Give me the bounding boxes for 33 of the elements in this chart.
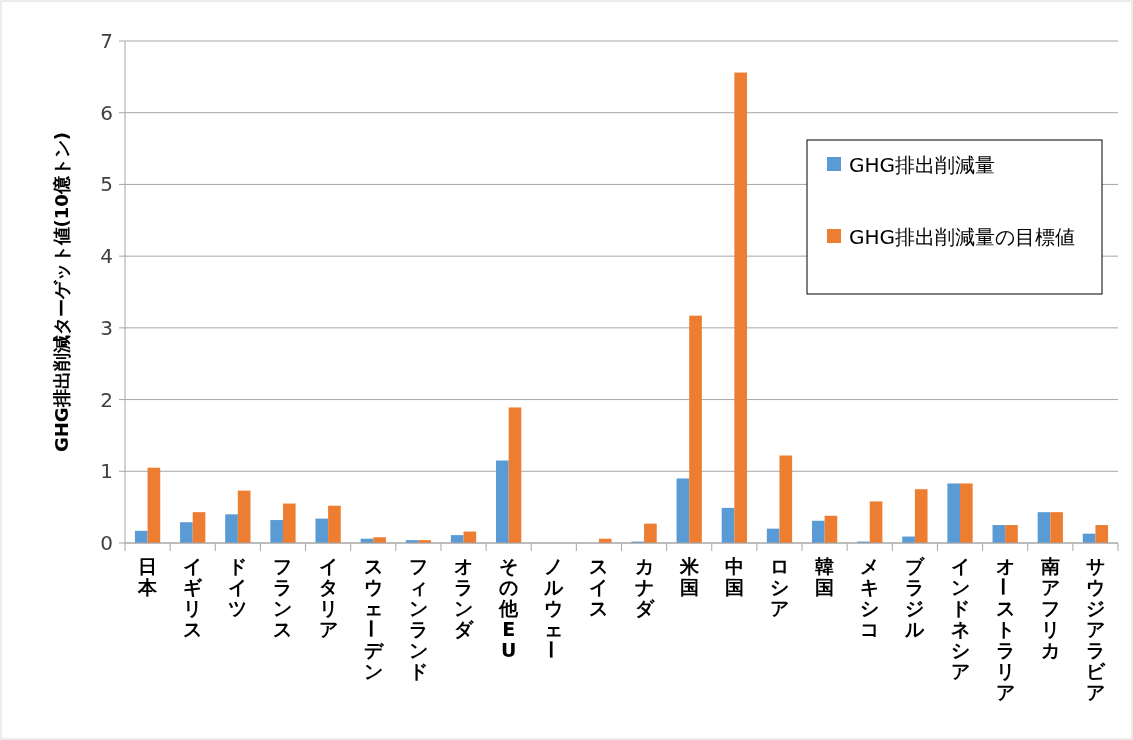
x-tick-label: ドイツ xyxy=(228,555,248,619)
x-tick-label: カナダ xyxy=(634,555,655,619)
x-tick-label: スイス xyxy=(589,555,609,619)
x-tick-label: 日本 xyxy=(137,555,159,598)
x-tick-label: フランス xyxy=(273,555,293,640)
y-tick-label: 3 xyxy=(100,315,113,340)
x-tick-label: ブラジル xyxy=(904,555,926,640)
x-tick-label: 中国 xyxy=(724,555,744,598)
y-tick-label: 5 xyxy=(100,172,113,197)
y-tick-label: 1 xyxy=(100,459,113,484)
y-tick-label: 6 xyxy=(100,100,113,125)
x-tick-label: ノルウェー xyxy=(540,555,565,659)
legend-label: GHG排出削減量 xyxy=(849,153,996,177)
x-tick-label: 韓国 xyxy=(815,555,835,598)
x-tick-label: 南アフリカ xyxy=(1039,555,1060,661)
x-tick-label: イギリス xyxy=(183,555,204,640)
y-tick-label: 0 xyxy=(100,531,113,555)
x-tick-label: サウジアラビア xyxy=(1085,555,1106,703)
x-tick-label: スウェーデン xyxy=(359,555,385,682)
x-tick-label: その他EU xyxy=(498,555,520,661)
y-axis-title: GHG排出削減ターゲット値(10億トン) xyxy=(51,131,72,453)
x-tick-label: フィンランド xyxy=(408,555,428,682)
x-tick-label: オーストラリア xyxy=(991,555,1015,703)
y-tick-label: 7 xyxy=(100,29,113,53)
legend-label: GHG排出削減量の目標値 xyxy=(849,225,1076,249)
y-tick-label: 2 xyxy=(100,387,113,412)
x-tick-label: オランダ xyxy=(454,555,475,640)
x-tick-label: メキシコ xyxy=(860,555,880,640)
x-tick-label: イタリア xyxy=(318,555,338,640)
x-tick-label: 米国 xyxy=(678,555,700,598)
x-tick-label: インドネシア xyxy=(950,555,970,682)
y-tick-label: 4 xyxy=(100,244,113,269)
x-tick-label: ロシア xyxy=(769,555,789,619)
